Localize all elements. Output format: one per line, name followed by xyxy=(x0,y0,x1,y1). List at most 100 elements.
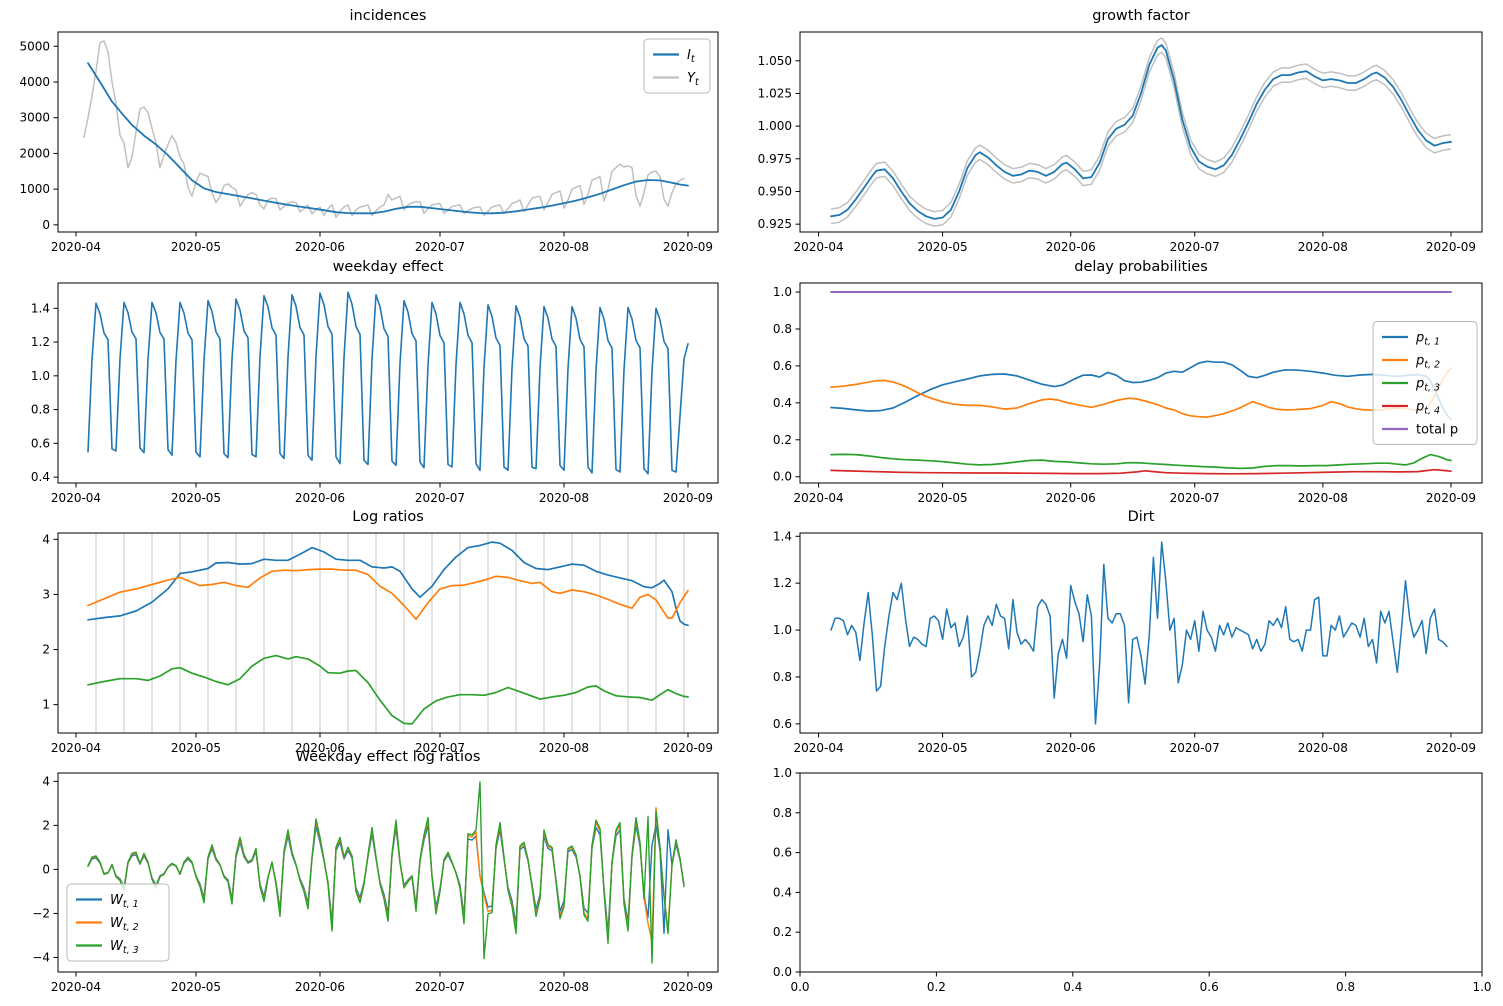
svg-text:2020-06: 2020-06 xyxy=(295,980,345,994)
svg-text:0.925: 0.925 xyxy=(758,217,792,231)
svg-text:Wt, 1: Wt, 1 xyxy=(110,893,139,910)
svg-text:1.0: 1.0 xyxy=(773,285,792,299)
delay-probabilities-plot-canvas: 2020-04 2020-05 2020-06 2020-07 2020-08 2020-… xyxy=(773,282,1483,505)
svg-text:2020-04: 2020-04 xyxy=(51,980,101,994)
svg-text:0.2: 0.2 xyxy=(773,433,792,447)
svg-text:2020-09: 2020-09 xyxy=(1426,741,1476,755)
svg-text:1.0: 1.0 xyxy=(773,623,792,637)
svg-text:2: 2 xyxy=(42,818,50,832)
svg-text:2020-08: 2020-08 xyxy=(539,491,589,505)
title-dirt: Dirt xyxy=(1127,509,1155,525)
svg-text:2020-04: 2020-04 xyxy=(51,240,101,254)
svg-text:0: 0 xyxy=(42,862,50,876)
svg-text:2020-07: 2020-07 xyxy=(1170,741,1220,755)
svg-text:pt, 4: pt, 4 xyxy=(1415,400,1440,417)
svg-text:2020-06: 2020-06 xyxy=(1046,491,1096,505)
svg-text:Wt, 3: Wt, 3 xyxy=(110,939,139,956)
svg-text:0.975: 0.975 xyxy=(758,152,792,166)
svg-text:0.4: 0.4 xyxy=(1063,980,1082,994)
svg-text:2020-08: 2020-08 xyxy=(1298,741,1348,755)
weekday-log-ratios-plot-canvas: 2020-04 2020-05 2020-06 2020-07 2020-08 2020-… xyxy=(32,772,719,994)
svg-text:2020-05: 2020-05 xyxy=(171,491,221,505)
svg-text:2020-08: 2020-08 xyxy=(539,240,589,254)
svg-text:0.6: 0.6 xyxy=(773,717,792,731)
svg-text:1.0: 1.0 xyxy=(31,369,50,383)
svg-text:1.4: 1.4 xyxy=(31,301,50,315)
svg-text:2020-07: 2020-07 xyxy=(1170,240,1220,254)
svg-text:1.2: 1.2 xyxy=(31,335,50,349)
svg-text:2020-05: 2020-05 xyxy=(918,741,968,755)
svg-text:pt, 2: pt, 2 xyxy=(1415,354,1440,371)
title-delay-probabilities: delay probabilities xyxy=(1074,259,1208,275)
svg-text:1: 1 xyxy=(42,698,50,712)
svg-text:2020-04: 2020-04 xyxy=(794,240,844,254)
svg-text:2020-06: 2020-06 xyxy=(295,491,345,505)
growth-factor-plot-canvas: 2020-04 2020-05 2020-06 2020-07 2020-08 2020-… xyxy=(758,31,1483,254)
svg-text:0.0: 0.0 xyxy=(773,470,792,484)
svg-text:2: 2 xyxy=(42,643,50,657)
title-log-ratios: Log ratios xyxy=(352,509,424,525)
svg-text:1.050: 1.050 xyxy=(758,54,792,68)
svg-text:2020-06: 2020-06 xyxy=(1046,240,1096,254)
title-incidences: incidences xyxy=(349,8,427,24)
svg-text:2020-04: 2020-04 xyxy=(794,491,844,505)
svg-text:2020-05: 2020-05 xyxy=(171,980,221,994)
svg-text:2020-09: 2020-09 xyxy=(663,491,713,505)
svg-text:0.2: 0.2 xyxy=(927,980,946,994)
log-ratios-plot-canvas: 2020-04 2020-05 2020-06 2020-07 2020-08 2020-… xyxy=(42,532,719,755)
svg-text:0.8: 0.8 xyxy=(31,403,50,417)
svg-text:1000: 1000 xyxy=(19,182,50,196)
svg-text:0.6: 0.6 xyxy=(1200,980,1219,994)
svg-text:2020-09: 2020-09 xyxy=(1426,491,1476,505)
svg-text:0.0: 0.0 xyxy=(773,965,792,979)
svg-text:3: 3 xyxy=(42,587,50,601)
svg-text:2000: 2000 xyxy=(19,146,50,160)
svg-text:0.0: 0.0 xyxy=(790,980,809,994)
svg-text:−4: −4 xyxy=(32,950,50,964)
svg-text:0.6: 0.6 xyxy=(773,359,792,373)
svg-text:2020-07: 2020-07 xyxy=(415,980,465,994)
svg-text:2020-08: 2020-08 xyxy=(1298,240,1348,254)
svg-text:2020-06: 2020-06 xyxy=(1046,741,1096,755)
svg-text:Yt: Yt xyxy=(687,71,700,88)
svg-text:1.025: 1.025 xyxy=(758,86,792,100)
svg-text:2020-04: 2020-04 xyxy=(51,741,101,755)
svg-text:0.8: 0.8 xyxy=(773,322,792,336)
svg-text:0.2: 0.2 xyxy=(773,925,792,939)
svg-text:0.6: 0.6 xyxy=(773,846,792,860)
svg-text:4000: 4000 xyxy=(19,75,50,89)
svg-text:Wt, 2: Wt, 2 xyxy=(110,916,139,933)
svg-text:0.8: 0.8 xyxy=(1336,980,1355,994)
svg-text:0.6: 0.6 xyxy=(31,436,50,450)
svg-text:pt, 1: pt, 1 xyxy=(1415,331,1440,348)
svg-text:0: 0 xyxy=(42,218,50,232)
svg-text:2020-08: 2020-08 xyxy=(1298,491,1348,505)
svg-text:2020-08: 2020-08 xyxy=(539,980,589,994)
svg-text:2020-07: 2020-07 xyxy=(415,741,465,755)
svg-text:0.8: 0.8 xyxy=(773,806,792,820)
svg-text:2020-08: 2020-08 xyxy=(539,741,589,755)
svg-text:0.8: 0.8 xyxy=(773,670,792,684)
svg-text:1.0: 1.0 xyxy=(773,766,792,780)
dirt-plot-canvas: 2020-04 2020-05 2020-06 2020-07 2020-08 2020-… xyxy=(773,529,1483,755)
svg-text:0.950: 0.950 xyxy=(758,184,792,198)
svg-text:total p: total p xyxy=(1416,423,1458,438)
svg-text:2020-07: 2020-07 xyxy=(415,491,465,505)
svg-text:4: 4 xyxy=(42,774,50,788)
svg-text:2020-05: 2020-05 xyxy=(918,491,968,505)
svg-text:0.4: 0.4 xyxy=(773,396,792,410)
title-growth-factor: growth factor xyxy=(1092,8,1190,24)
title-weekday-effect: weekday effect xyxy=(332,259,444,275)
svg-text:0.4: 0.4 xyxy=(31,470,50,484)
svg-text:2020-07: 2020-07 xyxy=(1170,491,1220,505)
svg-text:0.4: 0.4 xyxy=(773,885,792,899)
svg-text:3000: 3000 xyxy=(19,111,50,125)
svg-text:2020-06: 2020-06 xyxy=(295,741,345,755)
svg-text:2020-06: 2020-06 xyxy=(295,240,345,254)
empty-plot-canvas: 0.0 0.2 0.4 0.6 0.8 1.0 0.0 0.2 0.4 0.6 0.8 1.0 xyxy=(773,766,1492,994)
svg-text:1.0: 1.0 xyxy=(1472,980,1491,994)
svg-text:2020-09: 2020-09 xyxy=(663,240,713,254)
svg-text:2020-04: 2020-04 xyxy=(794,741,844,755)
svg-text:1.2: 1.2 xyxy=(773,576,792,590)
